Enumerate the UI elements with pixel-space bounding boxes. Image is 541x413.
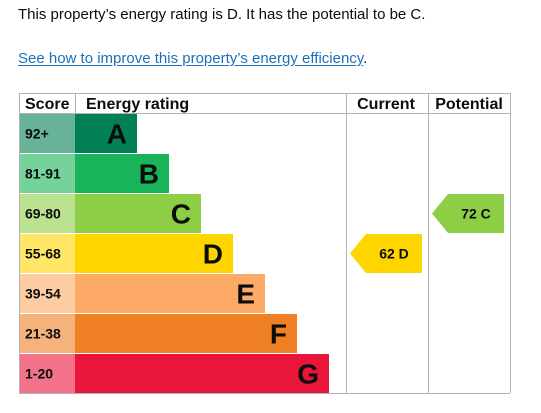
score-range-f: 21-38: [25, 326, 61, 342]
band-bar-e: [75, 274, 265, 313]
score-cell-b: [20, 154, 75, 193]
band-letter-f: F: [270, 319, 287, 350]
current-column-header: Current: [357, 96, 415, 113]
potential-rating-arrow: [432, 194, 504, 233]
link-suffix: .: [363, 50, 368, 67]
score-range-c: 69-80: [25, 206, 61, 222]
score-range-e: 39-54: [25, 286, 61, 302]
band-bar-b: [75, 154, 169, 193]
score-cell-e: [20, 274, 75, 313]
score-range-b: 81-91: [25, 166, 61, 182]
current-rating-label: 62 D: [379, 246, 409, 262]
band-bar-f: [75, 314, 297, 353]
rating-bands: 92+ A 81-91 B 69-80 C 55-68 D 39-54 E 21-38 F 1-20 G: [20, 114, 329, 393]
score-cell-d: [20, 234, 75, 273]
band-letter-b: B: [139, 159, 159, 190]
score-range-a: 92+: [25, 126, 49, 142]
current-rating-arrow: [350, 234, 422, 273]
band-letter-a: A: [107, 119, 127, 150]
score-range-d: 55-68: [25, 246, 61, 262]
rating-summary: This property’s energy rating is D. It h…: [18, 6, 426, 23]
band-bar-d: [75, 234, 233, 273]
potential-rating-label: 72 C: [461, 206, 491, 222]
band-bar-c: [75, 194, 201, 233]
score-cell-g: [20, 354, 75, 393]
rating-arrows: 62 D 72 C: [350, 194, 504, 273]
band-bar-g: [75, 354, 329, 393]
improve-efficiency-link[interactable]: See how to improve this property’s energ…: [18, 50, 364, 67]
band-letter-e: E: [236, 279, 255, 310]
band-letter-c: C: [171, 199, 191, 230]
improve-efficiency-line: See how to improve this property’s energ…: [18, 49, 367, 69]
score-range-g: 1-20: [25, 366, 53, 382]
score-cell-f: [20, 314, 75, 353]
chart-grid: [19, 93, 511, 394]
score-column-header: Score: [25, 96, 70, 113]
energy-rating-column-header: Energy rating: [86, 96, 189, 113]
score-cell-c: [20, 194, 75, 233]
band-letter-g: G: [297, 359, 319, 390]
band-letter-d: D: [203, 239, 223, 270]
band-bar-a: [75, 114, 137, 153]
potential-column-header: Potential: [435, 96, 503, 113]
score-cell-a: [20, 114, 75, 153]
